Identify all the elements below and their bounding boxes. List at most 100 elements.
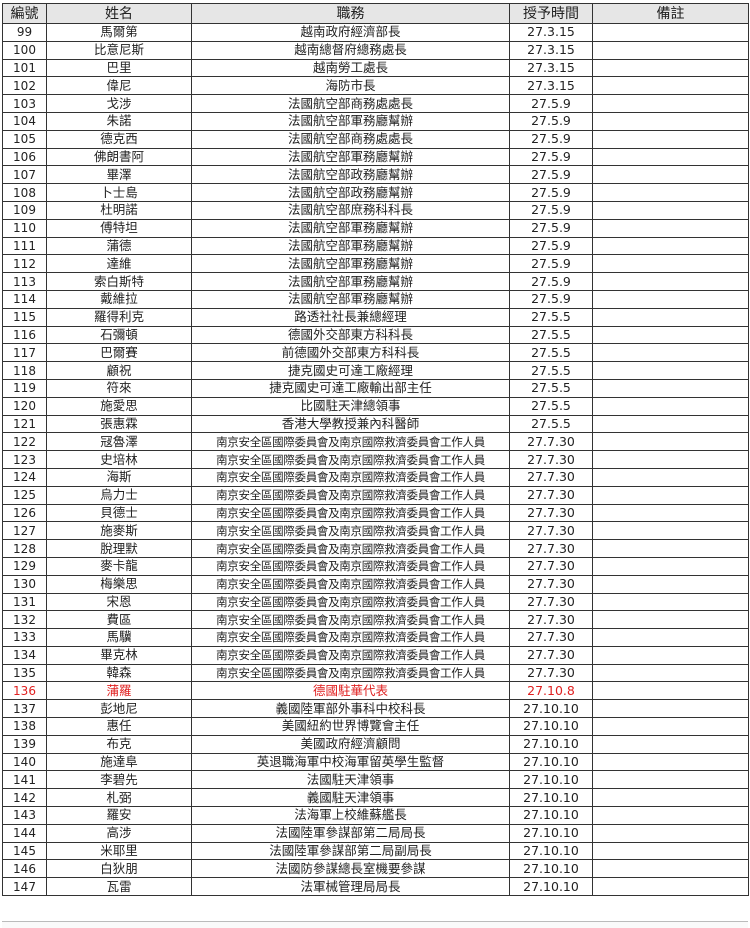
cell-date: 27.5.5 xyxy=(509,414,593,434)
cell-note xyxy=(592,752,749,772)
table-row: 123 史培林 南京安全區國際委員會及南京國際救濟委員會工作人員 27.7.30 xyxy=(2,450,749,469)
cell-note xyxy=(592,254,749,274)
cell-number: 138 xyxy=(2,717,47,736)
cell-note xyxy=(592,788,749,808)
cell-name: 施麥斯 xyxy=(46,521,192,541)
cell-number: 131 xyxy=(2,592,47,612)
table-row: 127 施麥斯 南京安全區國際委員會及南京國際救濟委員會工作人員 27.7.30 xyxy=(2,521,749,541)
table-row: 145 米耶里 法國陸軍參謀部第二局副局長 27.10.10 xyxy=(2,841,749,861)
cell-date: 27.5.5 xyxy=(509,325,593,345)
table-row: 101 巴里 越南勞工處長 27.3.15 xyxy=(2,58,749,78)
cell-duty: 越南政府經濟部長 xyxy=(191,23,510,42)
cell-date: 27.10.8 xyxy=(509,681,593,701)
cell-duty: 南京安全區國際委員會及南京國際救濟委員會工作人員 xyxy=(191,663,510,683)
table-row: 140 施達阜 英退職海軍中校海軍留英學生監督 27.10.10 xyxy=(2,752,749,772)
cell-date: 27.7.30 xyxy=(509,485,593,505)
cell-number: 110 xyxy=(2,218,47,238)
cell-number: 119 xyxy=(2,378,47,398)
table-row: 130 梅樂思 南京安全區國際委員會及南京國際救濟委員會工作人員 27.7.30 xyxy=(2,574,749,594)
cell-duty: 南京安全區國際委員會及南京國際救濟委員會工作人員 xyxy=(191,556,510,576)
cell-date: 27.10.10 xyxy=(509,770,593,790)
cell-note xyxy=(592,378,749,398)
cell-duty: 捷克國史可達工廠輸出部主任 xyxy=(191,378,510,398)
cell-duty: 南京安全區國際委員會及南京國際救濟委員會工作人員 xyxy=(191,628,510,647)
table-row: 102 偉尼 海防市長 27.3.15 xyxy=(2,76,749,96)
cell-date: 27.5.9 xyxy=(509,183,593,202)
cell-note xyxy=(592,770,749,790)
cell-date: 27.7.30 xyxy=(509,663,593,683)
cell-number: 117 xyxy=(2,343,47,363)
cell-duty: 義國陸軍部外事科中校科長 xyxy=(191,699,510,719)
cell-number: 100 xyxy=(2,40,47,60)
table-row: 146 白狄朋 法國防參謀總長室機要參謀 27.10.10 xyxy=(2,859,749,879)
cell-name: 巴里 xyxy=(46,58,192,78)
cell-date: 27.3.15 xyxy=(509,76,593,96)
cell-date: 27.5.5 xyxy=(509,361,593,380)
cell-duty: 義國駐天津領事 xyxy=(191,788,510,808)
cell-number: 118 xyxy=(2,361,47,380)
table-row: 105 德克西 法國航空部商務處處長 27.5.9 xyxy=(2,129,749,149)
cell-name: 李碧先 xyxy=(46,770,192,790)
cell-date: 27.10.10 xyxy=(509,806,593,825)
table-row: 103 戈涉 法國航空部商務處處長 27.5.9 xyxy=(2,94,749,113)
cell-note xyxy=(592,877,749,897)
header-date: 授予時間 xyxy=(509,3,593,24)
cell-number: 128 xyxy=(2,539,47,558)
table-row: 115 羅得利克 路透社社長兼總經理 27.5.5 xyxy=(2,307,749,327)
cell-date: 27.5.9 xyxy=(509,218,593,238)
cell-note xyxy=(592,165,749,185)
cell-number: 143 xyxy=(2,806,47,825)
cell-name: 馬爾第 xyxy=(46,23,192,42)
cell-name: 蒲德 xyxy=(46,236,192,256)
cell-date: 27.5.5 xyxy=(509,343,593,363)
table-row: 137 彭地尼 義國陸軍部外事科中校科長 27.10.10 xyxy=(2,699,749,719)
table-row: 124 海斯 南京安全區國際委員會及南京國際救濟委員會工作人員 27.7.30 xyxy=(2,467,749,487)
cell-date: 27.5.9 xyxy=(509,272,593,291)
cell-date: 27.7.30 xyxy=(509,592,593,612)
cell-duty: 法國航空部政務廳幫辦 xyxy=(191,165,510,185)
table-row: 116 石彌頓 德國外交部東方科科長 27.5.5 xyxy=(2,325,749,345)
cell-number: 107 xyxy=(2,165,47,185)
cell-duty: 海防市長 xyxy=(191,76,510,96)
header-number: 編號 xyxy=(2,3,47,24)
awards-table: 編號 姓名 職務 授予時間 備註 99 馬爾第 越南政府經濟部長 27.3.15 100… xyxy=(2,3,749,897)
cell-note xyxy=(592,325,749,345)
cell-number: 111 xyxy=(2,236,47,256)
table-row: 147 瓦雷 法軍械管理局局長 27.10.10 xyxy=(2,877,749,897)
cell-number: 141 xyxy=(2,770,47,790)
cell-note xyxy=(592,23,749,42)
cell-name: 烏力士 xyxy=(46,485,192,505)
cell-note xyxy=(592,414,749,434)
cell-date: 27.3.15 xyxy=(509,40,593,60)
cell-number: 146 xyxy=(2,859,47,879)
cell-number: 130 xyxy=(2,574,47,594)
cell-date: 27.10.10 xyxy=(509,877,593,897)
cell-duty: 南京安全區國際委員會及南京國際救濟委員會工作人員 xyxy=(191,521,510,541)
cell-note xyxy=(592,645,749,665)
cell-note xyxy=(592,556,749,576)
cell-number: 137 xyxy=(2,699,47,719)
cell-date: 27.7.30 xyxy=(509,521,593,541)
cell-date: 27.5.9 xyxy=(509,236,593,256)
cell-note xyxy=(592,432,749,452)
cell-duty: 法國陸軍參謀部第二局副局長 xyxy=(191,841,510,861)
cell-duty: 南京安全區國際委員會及南京國際救濟委員會工作人員 xyxy=(191,450,510,469)
cell-number: 106 xyxy=(2,147,47,167)
cell-duty: 法海軍上校維蘇艦長 xyxy=(191,806,510,825)
table-row: 125 烏力士 南京安全區國際委員會及南京國際救濟委員會工作人員 27.7.30 xyxy=(2,485,749,505)
cell-duty: 捷克國史可達工廠經理 xyxy=(191,361,510,380)
cell-duty: 法國航空部軍務廳幫辦 xyxy=(191,218,510,238)
cell-date: 27.5.5 xyxy=(509,396,593,416)
cell-note xyxy=(592,58,749,78)
cell-name: 石彌頓 xyxy=(46,325,192,345)
cell-note xyxy=(592,663,749,683)
cell-name: 彭地尼 xyxy=(46,699,192,719)
cell-number: 121 xyxy=(2,414,47,434)
cell-duty: 法國陸軍參謀部第二局局長 xyxy=(191,823,510,843)
cell-number: 132 xyxy=(2,610,47,630)
cell-name: 瓦雷 xyxy=(46,877,192,897)
cell-duty: 南京安全區國際委員會及南京國際救濟委員會工作人員 xyxy=(191,610,510,630)
cell-name: 朱諾 xyxy=(46,111,192,131)
cell-name: 史培林 xyxy=(46,450,192,469)
table-row: 119 符來 捷克國史可達工廠輸出部主任 27.5.5 xyxy=(2,378,749,398)
